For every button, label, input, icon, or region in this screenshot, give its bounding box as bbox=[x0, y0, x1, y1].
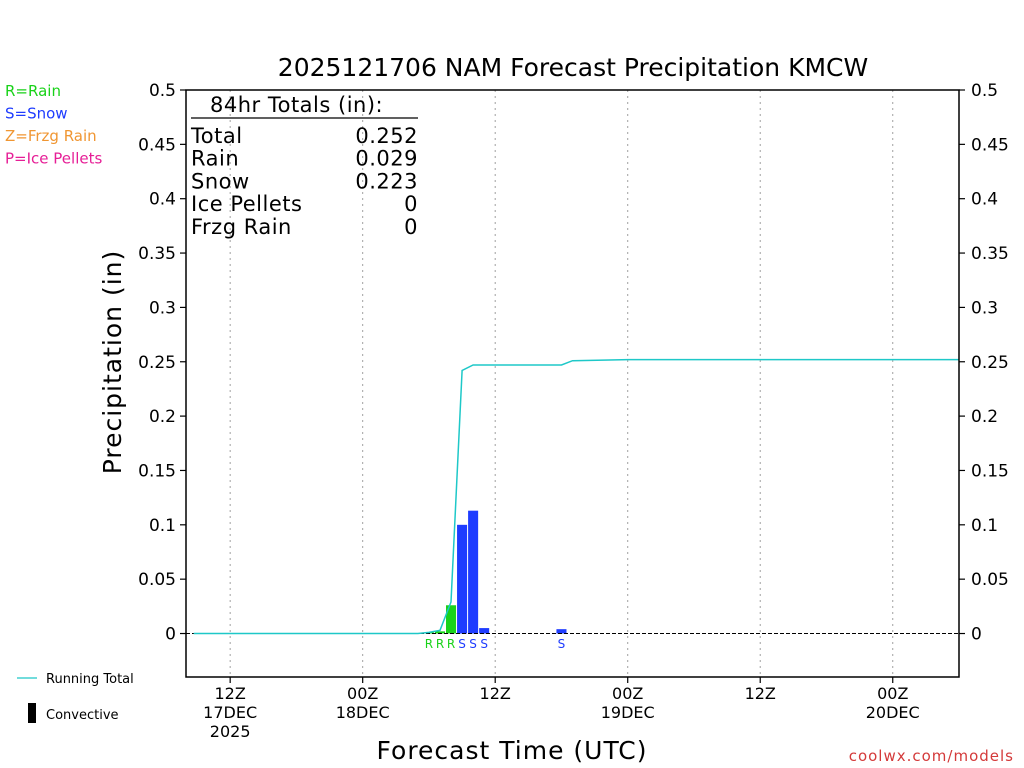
y-tick-label-right-0.45: 0.45 bbox=[971, 135, 1009, 155]
y-tick-label-left-0.45: 0.45 bbox=[138, 135, 176, 155]
precip-bar-5 bbox=[479, 628, 490, 634]
y-tick-label-left-0.05: 0.05 bbox=[138, 570, 176, 590]
x-tick-label-36-0: 00Z bbox=[612, 684, 643, 703]
totals-label-3: Ice Pellets bbox=[191, 192, 302, 216]
y-tick-label-right-0.5: 0.5 bbox=[971, 81, 998, 101]
precip-bar-4 bbox=[468, 510, 479, 634]
ptype-label-0: R bbox=[425, 637, 433, 651]
totals-label-0: Total bbox=[190, 124, 243, 148]
totals-label-4: Frzg Rain bbox=[191, 215, 292, 239]
credit-text: coolwx.com/models bbox=[849, 747, 1014, 765]
x-tick-label-60-0: 00Z bbox=[877, 684, 908, 703]
ptype-label-6: S bbox=[558, 637, 566, 651]
x-axis-title: Forecast Time (UTC) bbox=[377, 736, 648, 765]
precip-bar-6 bbox=[556, 629, 567, 634]
y-tick-label-left-0.35: 0.35 bbox=[138, 244, 176, 264]
y-tick-label-right-0.35: 0.35 bbox=[971, 244, 1009, 264]
ptype-label-4: S bbox=[469, 637, 477, 651]
y-tick-label-right-0.25: 0.25 bbox=[971, 353, 1009, 373]
legend-frzg: Z=Frzg Rain bbox=[5, 127, 97, 145]
running-total-polyline bbox=[193, 358, 959, 635]
legend-rain: R=Rain bbox=[5, 82, 61, 100]
totals-value-2: 0.223 bbox=[355, 169, 418, 193]
y-tick-label-left-0.3: 0.3 bbox=[149, 298, 176, 318]
grid-lines bbox=[229, 90, 894, 677]
y-tick-label-left-0.15: 0.15 bbox=[138, 461, 176, 481]
y-tick-label-right-0.4: 0.4 bbox=[971, 190, 998, 210]
x-tick-label-60-1: 20DEC bbox=[866, 703, 920, 722]
y-tick-label-right-0: 0 bbox=[971, 625, 982, 645]
y-tick-label-right-0.15: 0.15 bbox=[971, 461, 1009, 481]
totals-header: 84hr Totals (in): bbox=[210, 93, 383, 117]
precip-bar-3 bbox=[457, 524, 468, 634]
x-tick-label-36-1: 19DEC bbox=[601, 703, 655, 722]
y-tick-label-left-0.25: 0.25 bbox=[138, 353, 176, 373]
precip-bar-1 bbox=[434, 631, 446, 634]
x-tick-label-48-0: 12Z bbox=[745, 684, 776, 703]
ptype-label-5: S bbox=[480, 637, 488, 651]
y-tick-label-left-0: 0 bbox=[165, 625, 176, 645]
y-tick-label-left-0.5: 0.5 bbox=[149, 81, 176, 101]
y-tick-label-right-0.2: 0.2 bbox=[971, 407, 998, 427]
precip-type-legend: R=Rain S=Snow Z=Frzg Rain P=Ice Pellets bbox=[5, 82, 102, 168]
y-axis-right: 0 0.05 0.1 0.15 0.2 0.25 0.3 0.35 0.4 0.45 0.5 bbox=[959, 81, 1009, 645]
running-total-line bbox=[193, 358, 959, 635]
x-tick-label-24-0: 12Z bbox=[480, 684, 511, 703]
totals-box: 84hr Totals (in): Total 0.252 Rain 0.029 Snow… bbox=[190, 93, 418, 239]
precip-bar-2 bbox=[446, 605, 457, 634]
totals-value-1: 0.029 bbox=[355, 147, 418, 171]
plot-frame bbox=[185, 89, 960, 678]
y-tick-label-right-0.1: 0.1 bbox=[971, 516, 998, 536]
y-tick-label-left-0.2: 0.2 bbox=[149, 407, 176, 427]
legend-pellets: P=Ice Pellets bbox=[5, 150, 102, 168]
x-tick-label-12-1: 18DEC bbox=[336, 703, 390, 722]
legend-snow: S=Snow bbox=[5, 105, 68, 123]
totals-value-4: 0 bbox=[404, 215, 418, 239]
totals-label-1: Rain bbox=[191, 147, 239, 171]
chart-title: 2025121706 NAM Forecast Precipitation KM… bbox=[278, 53, 868, 82]
x-tick-label-0-1: 17DEC bbox=[203, 703, 257, 722]
totals-value-3: 0 bbox=[404, 192, 418, 216]
totals-value-0: 0.252 bbox=[355, 124, 418, 148]
y-tick-label-right-0.3: 0.3 bbox=[971, 298, 998, 318]
convective-legend-label: Convective bbox=[46, 708, 119, 723]
x-tick-label-0-2: 2025 bbox=[210, 722, 251, 741]
ptype-label-1: R bbox=[436, 637, 444, 651]
running-total-legend-label: Running Total bbox=[46, 672, 134, 687]
x-tick-label-12-0: 00Z bbox=[347, 684, 378, 703]
y-tick-label-right-0.05: 0.05 bbox=[971, 570, 1009, 590]
y-tick-label-left-0.1: 0.1 bbox=[149, 516, 176, 536]
y-tick-label-left-0.4: 0.4 bbox=[149, 190, 176, 210]
x-tick-label-0-0: 12Z bbox=[215, 684, 246, 703]
y-axis-left: 0 0.05 0.1 0.15 0.2 0.25 0.3 0.35 0.4 0.45 0.5 bbox=[138, 81, 186, 645]
y-axis-title: Precipitation (in) bbox=[98, 250, 127, 475]
convective-legend-swatch bbox=[28, 703, 36, 723]
totals-label-2: Snow bbox=[191, 169, 250, 193]
ptype-label-3: S bbox=[458, 637, 466, 651]
ptype-label-2: R bbox=[447, 637, 455, 651]
